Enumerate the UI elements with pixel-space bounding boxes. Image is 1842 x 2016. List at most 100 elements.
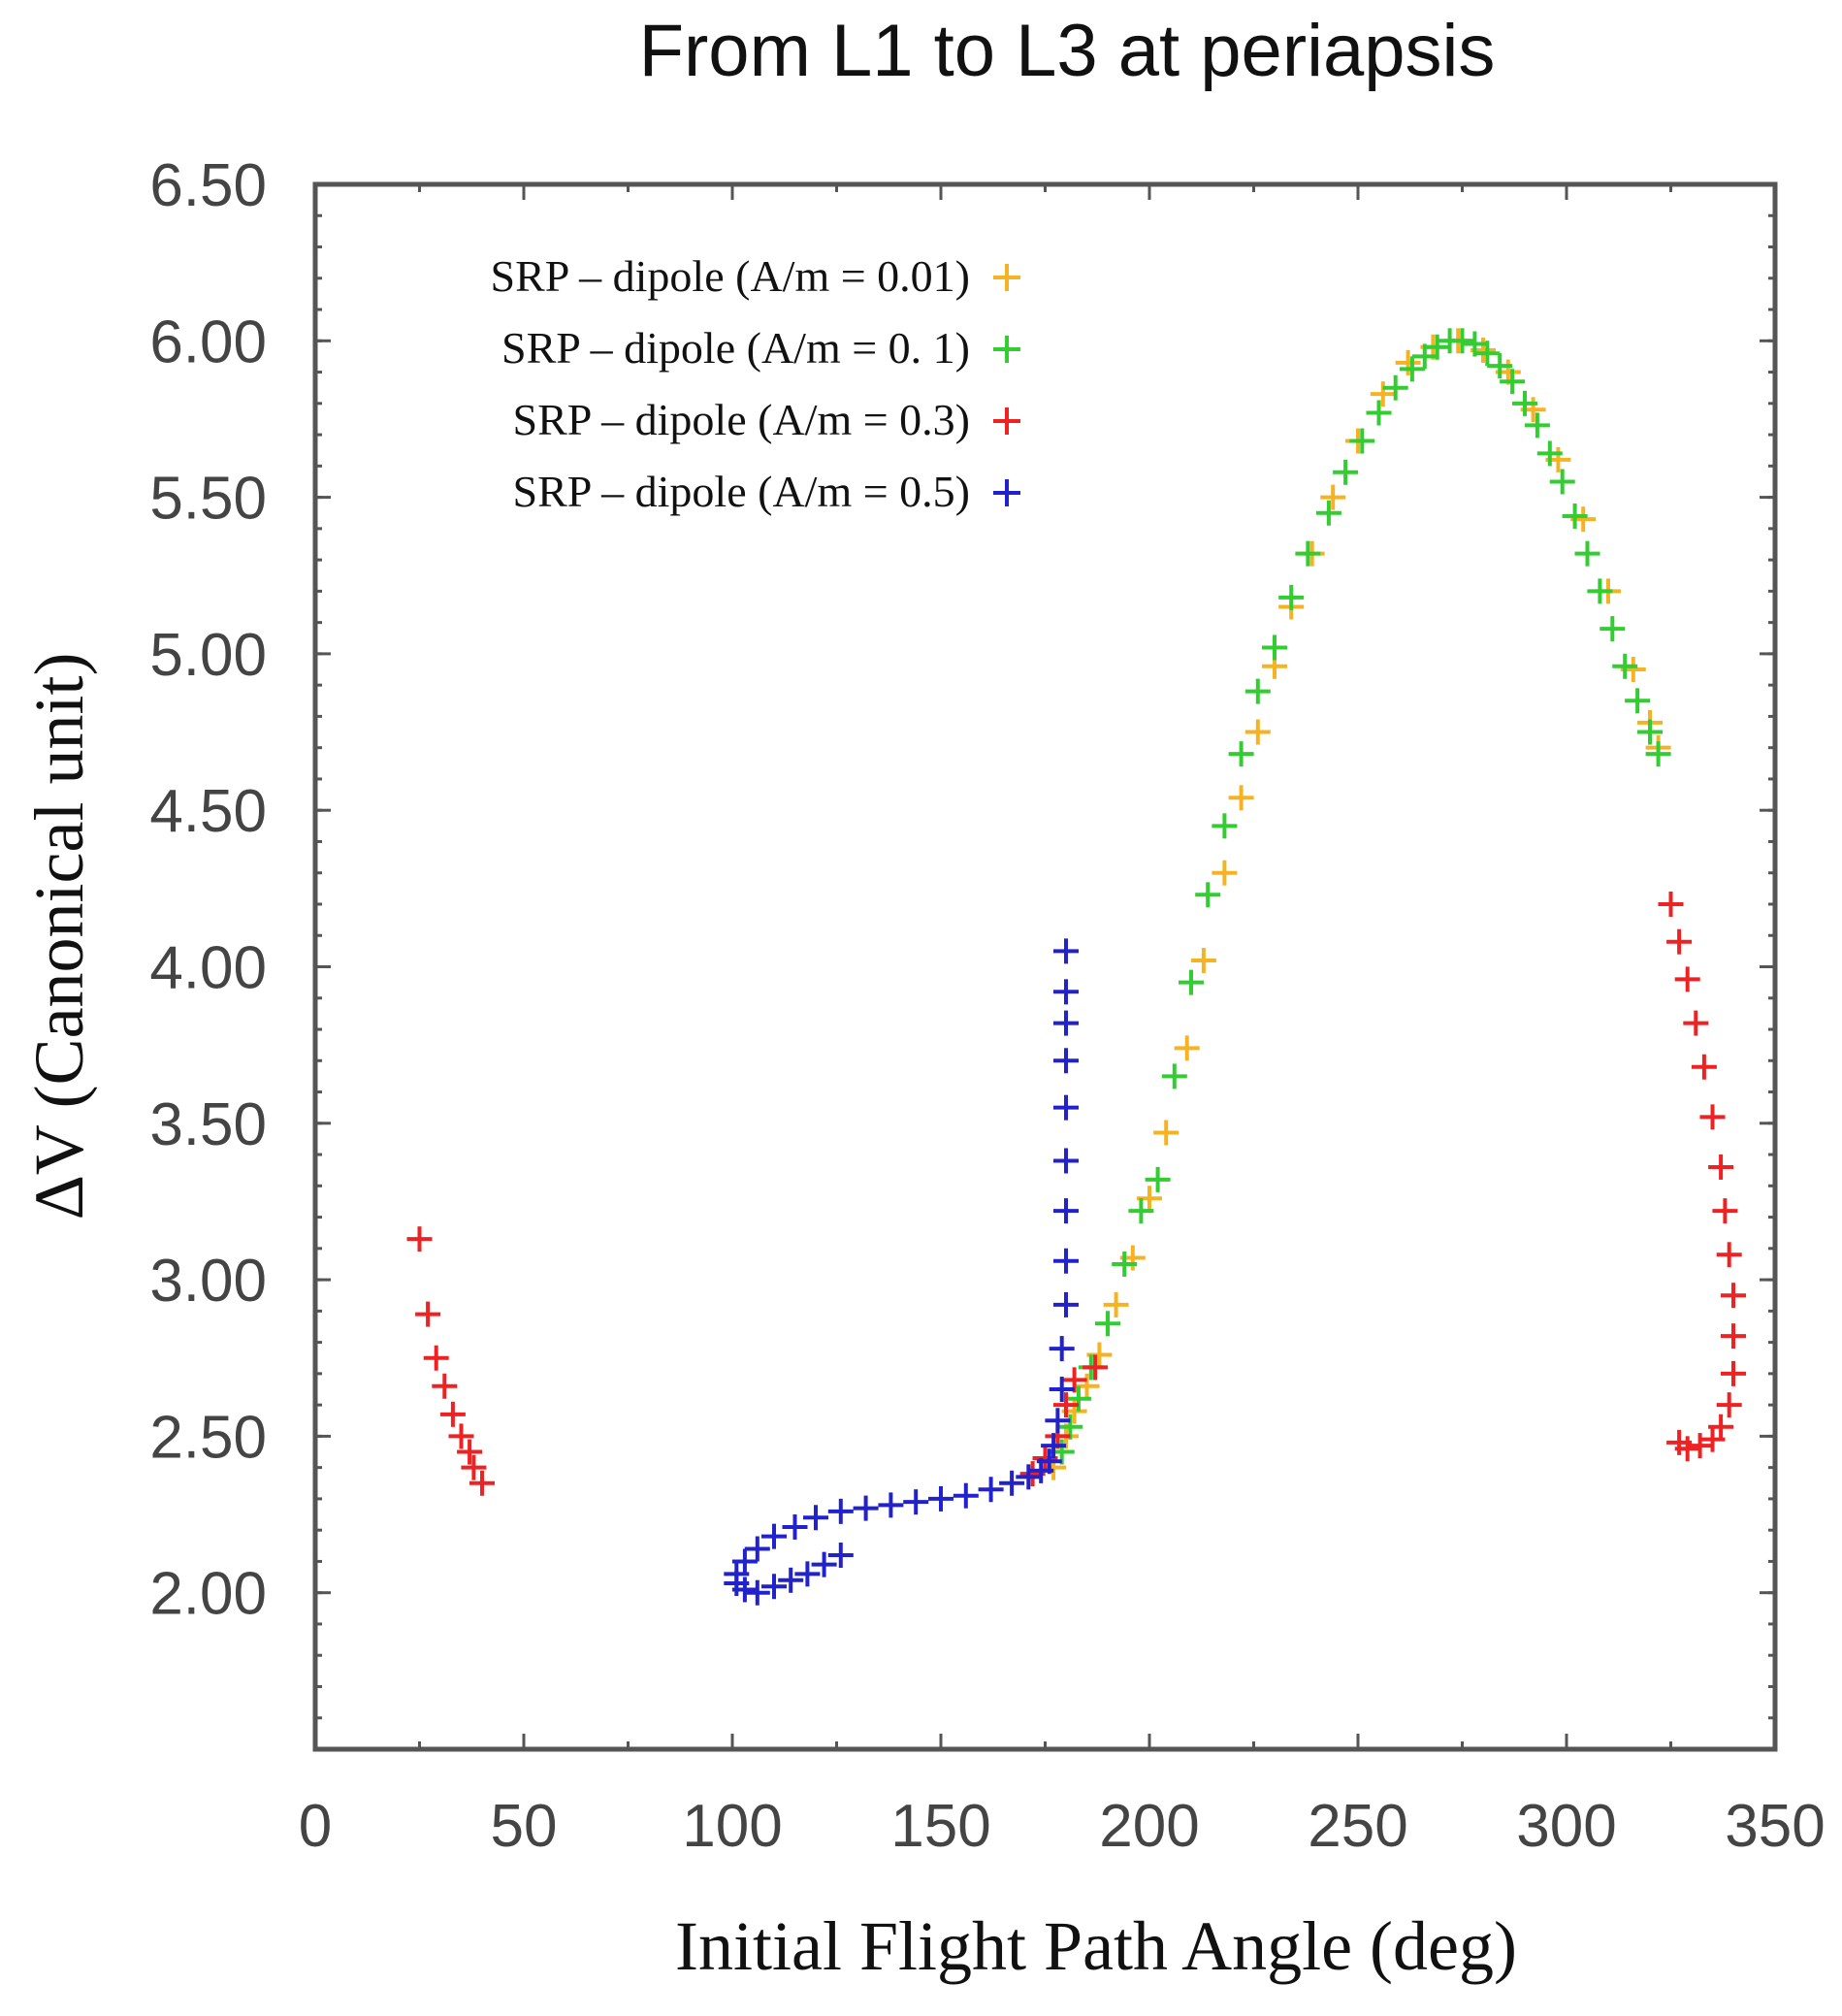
series-4 [724,938,1079,1606]
data-point [1349,428,1375,454]
data-point [423,1345,449,1371]
y-tick-label: 2.50 [149,1404,267,1471]
data-point [1366,400,1392,426]
data-point [794,1561,821,1587]
data-point [1708,1154,1734,1180]
data-point [1053,1198,1079,1224]
data-point [1683,1010,1709,1036]
data-point [406,1226,433,1252]
data-point [1395,349,1421,375]
data-point [1716,1242,1742,1268]
legend: SRP – dipole (A/m = 0.01) SRP – dipole (A… [491,251,1020,516]
data-point [953,1482,979,1509]
legend-label: SRP – dipole (A/m = 0.3) [513,395,970,444]
data-point [1574,540,1600,567]
data-point [1065,1385,1091,1412]
y-tick-label: 6.00 [149,309,267,375]
chart-title: From L1 to L3 at periapsis [639,10,1496,92]
legend-marker [993,479,1020,506]
data-point [1699,1104,1726,1130]
data-point [469,1470,495,1496]
x-tick-label: 0 [299,1793,332,1860]
data-point [1721,1283,1746,1309]
data-point [853,1495,879,1521]
data-point [439,1401,466,1427]
data-point [1049,1377,1075,1403]
data-point [1103,1291,1129,1317]
data-point [803,1505,828,1531]
data-point [1228,785,1254,811]
data-point [1049,1336,1075,1362]
x-tick-label: 250 [1308,1793,1407,1860]
data-point [1587,578,1613,604]
data-point [1666,1429,1693,1455]
data-point [761,1523,787,1549]
legend-label: SRP – dipole (A/m = 0.5) [513,467,970,516]
data-point [1053,1392,1079,1418]
data-point [1053,938,1079,964]
data-point [432,1373,458,1399]
y-tick-label: 5.50 [149,466,267,533]
data-point [1524,412,1550,439]
data-point [1625,688,1651,714]
data-point [731,1548,758,1575]
data-point [1449,328,1475,354]
data-point [1053,1048,1079,1074]
x-tick-labels: 0 50 100 150 200 250 300 350 [299,1793,1826,1860]
y-tick-label: 6.50 [149,152,267,219]
data-point [1666,928,1693,955]
data-point [811,1551,837,1577]
data-point [1053,979,1079,1005]
data-point [448,1423,474,1449]
data-point [1333,459,1359,485]
data-point [1562,503,1588,529]
data-point [1244,719,1271,745]
data-point [782,1513,808,1540]
data-point [1095,1311,1120,1337]
data-point [415,1301,441,1327]
data-point [1399,356,1425,382]
data-point [1036,1448,1062,1475]
data-point [1190,948,1216,974]
data-point [1083,1354,1109,1381]
x-tick-label: 50 [491,1793,558,1860]
data-point [827,1498,854,1524]
y-axis-label: ΔV (Canonical unit) [20,653,98,1220]
data-point [1424,334,1450,360]
data-point [778,1567,804,1593]
data-point [1637,719,1663,745]
series-3 [406,891,1746,1496]
data-point [1716,1392,1742,1418]
data-marks [406,328,1746,1606]
data-point [1174,1035,1200,1061]
data-point [1487,353,1513,379]
data-point [1687,1433,1713,1459]
legend-marker [993,407,1020,435]
y-tick-labels: 2.00 2.50 3.00 3.50 4.00 4.50 5.00 5.50 6.00 6.50 [149,152,267,1628]
data-point [1212,860,1238,886]
y-tick-label: 4.00 [149,935,267,1002]
data-point [1721,1323,1746,1349]
x-tick-label: 150 [890,1793,990,1860]
data-point [1315,500,1341,526]
legend-label: SRP – dipole (A/m = 0.01) [491,251,970,301]
y-tick-label: 2.00 [149,1561,267,1628]
data-point [1600,616,1626,642]
data-point [1612,653,1638,679]
data-point [1244,678,1271,704]
data-point [1691,1054,1717,1080]
data-point [1320,484,1346,510]
data-point [744,1579,770,1606]
data-point [1195,882,1221,908]
data-point [1228,741,1254,767]
y-tick-label: 4.50 [149,778,267,845]
data-point [461,1454,487,1480]
data-point [1549,469,1575,495]
data-point [1474,341,1501,367]
data-point [999,1470,1025,1496]
x-tick-label: 100 [682,1793,782,1860]
data-point [928,1485,953,1512]
data-point [1161,1063,1187,1089]
data-point [761,1574,787,1600]
data-point [1053,1094,1079,1121]
